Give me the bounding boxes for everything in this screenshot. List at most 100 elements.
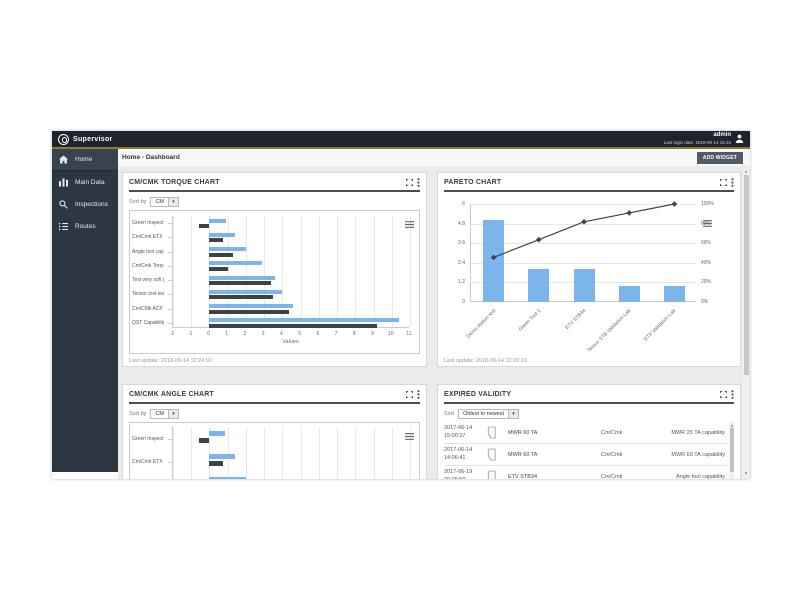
bar-cm [209, 318, 400, 323]
row-date: 2017-06-14 [444, 425, 473, 432]
inspections-icon [59, 199, 70, 209]
page-scrollbar[interactable] [743, 168, 749, 477]
app-name: Supervisor [73, 135, 113, 143]
scroll-down-icon[interactable] [744, 472, 747, 475]
gridline [191, 427, 193, 479]
bar-cm [209, 304, 294, 308]
expand-icon[interactable] [406, 391, 413, 398]
sidebar-item-routes[interactable]: Routes [52, 215, 118, 237]
sidebar-item-inspections[interactable]: Inspections [52, 193, 118, 215]
x-tick-label: 5 [298, 331, 301, 337]
y-tick-label-left: 4.8 [458, 220, 465, 227]
gridline [209, 216, 211, 327]
gridline [282, 216, 284, 327]
expand-icon[interactable] [720, 179, 727, 186]
main-data-icon [59, 177, 70, 187]
sort-label: Sort [444, 411, 455, 417]
y-tick-label-left: 3.6 [458, 240, 465, 247]
gridline [355, 427, 357, 479]
sort-by-select[interactable]: CM [150, 409, 169, 419]
category-label: Green Inspect 1 ... [132, 220, 164, 227]
scroll-up-icon[interactable] [744, 170, 747, 173]
y-tick-label-left: 2.4 [458, 259, 465, 266]
home-icon [59, 155, 70, 165]
kebab-menu-icon[interactable] [417, 390, 420, 399]
row-datetime: 2017-06-14 14:06:41 [444, 447, 486, 462]
sort-select[interactable]: Oldest to newest [458, 409, 510, 419]
x-tick-label: 7 [334, 331, 338, 337]
toolbar: Home - Dashboard ADD WIDGET [118, 149, 750, 166]
sort-dropdown-button[interactable]: ▾ [509, 409, 520, 419]
panel-scrollbar[interactable] [729, 422, 734, 479]
row-tool-name: MWR 60 TA [508, 429, 538, 436]
bar-cmk [209, 461, 224, 466]
axis-tick [168, 308, 172, 310]
x-tick-label: 0 [207, 331, 210, 337]
user-area[interactable]: admin Last login date: 2018-09-13 15:15 [664, 131, 744, 148]
chart-menu-icon[interactable] [703, 214, 712, 232]
expired-validity-row[interactable]: 2017-06-14 14:06:41 MWR 60 TA Cm/Cmk MWR 60 … [444, 444, 727, 466]
gridline [410, 427, 411, 479]
angle-chart: Green Inspect 1 ...Cm/Cmk ETX Va...Angle… [129, 422, 420, 479]
pareto-chart-panel: PARETO CHART 00%1.220%2.440%3.660%4.880%… [437, 172, 741, 367]
row-time: 20:05:50 [444, 477, 486, 480]
angle-chart-panel: CM/CMK ANGLE CHART Sort by CM ▾ Green In… [122, 384, 427, 479]
category-label: Test very soft jo... [132, 277, 164, 284]
kebab-menu-icon[interactable] [417, 178, 420, 187]
panel-scrollbar-thumb[interactable] [729, 428, 734, 472]
scroll-up-icon[interactable] [730, 424, 733, 427]
pareto-bar [663, 285, 685, 302]
category-label: Cm/Cmk Torque... [132, 262, 164, 269]
row-datetime: 2017-06-1920:05:50 [444, 469, 486, 479]
sidebar-item-home[interactable]: Home [52, 149, 118, 171]
bar-cmk [199, 438, 210, 443]
y-tick-label-right: 20% [701, 279, 712, 286]
chart-menu-icon[interactable] [405, 215, 414, 233]
pareto-bar [618, 285, 640, 302]
y-tick-label-left: 1.2 [458, 279, 465, 286]
gridline [191, 216, 193, 327]
bar-cmk [209, 266, 228, 271]
category-label: Cm/Cmk ETX Va... [132, 234, 164, 241]
gridline [355, 216, 357, 327]
category-label: Green Inspect 1 ... [132, 435, 164, 442]
expired-validity-row[interactable]: 2017-06-1920:05:50 ETV STB34 Cm/Cmk Angle t… [444, 466, 727, 479]
plot-area [172, 427, 411, 479]
add-widget-button[interactable]: ADD WIDGET [696, 151, 743, 164]
y-tick-label-left: 0 [462, 299, 465, 305]
sort-by-select[interactable]: CM [150, 197, 169, 207]
chart-menu-icon[interactable] [405, 427, 414, 445]
gridline [373, 216, 375, 327]
gridline [410, 216, 411, 327]
row-type: Cm/Cmk [601, 429, 623, 436]
sort-by-label: Sort by [129, 411, 147, 417]
category-label: Tensor tool test... [132, 291, 164, 298]
sort-dropdown-button[interactable]: ▾ [169, 197, 179, 207]
category-label: QST Capability | ... [132, 319, 164, 326]
row-time: 14:06:41 [444, 454, 466, 461]
gridline [300, 427, 302, 479]
x-tick-label: -1 [187, 331, 193, 337]
kebab-menu-icon[interactable] [731, 178, 734, 187]
panel-title: PARETO CHART [444, 179, 502, 186]
expired-validity-row[interactable]: 2017-06-14 15:00:37 MWR 60 TA Cm/Cmk MWR 25 … [444, 422, 727, 444]
panel-title: EXPIRED VALIDITY [444, 391, 512, 398]
last-update-text: Last update: 2018-09-14 12:24:02 [129, 358, 212, 364]
pareto-bar [483, 220, 505, 302]
expand-icon[interactable] [406, 179, 413, 186]
sidebar-item-main-data[interactable]: Main Data [52, 171, 118, 193]
sort-dropdown-button[interactable]: ▾ [169, 409, 179, 419]
plot-area [172, 216, 411, 328]
gridline [173, 427, 174, 479]
bar-cm [209, 275, 276, 280]
pareto-bar [528, 269, 550, 302]
kebab-menu-icon[interactable] [731, 390, 734, 399]
gridline [318, 427, 320, 479]
row-type: Cm/Cmk [601, 451, 623, 458]
x-tick-label: -2 [169, 331, 175, 337]
pareto-cumulative-line [490, 201, 678, 261]
gridline [300, 216, 302, 327]
expand-icon[interactable] [720, 391, 727, 398]
bar-cmk [209, 323, 378, 328]
page-scrollbar-thumb[interactable] [743, 175, 749, 375]
